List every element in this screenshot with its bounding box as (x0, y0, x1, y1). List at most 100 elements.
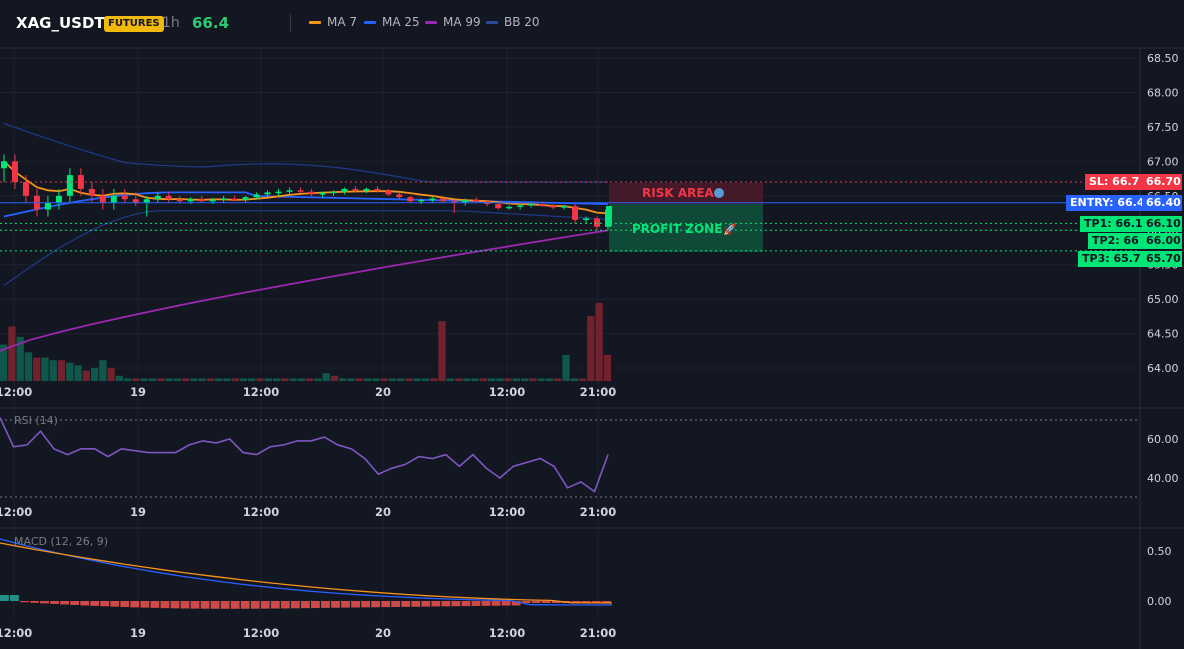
time-tick-label: 21:00 (580, 626, 617, 640)
volume-bar (578, 378, 587, 381)
legend-bb20[interactable]: BB 20 (486, 15, 540, 29)
volume-bar (0, 344, 8, 381)
volume-bar (446, 378, 454, 381)
volume-bar (206, 378, 215, 381)
symbol-name[interactable]: XAG_USDT (16, 14, 105, 32)
macd-histogram-bar (20, 601, 29, 603)
time-tick-label: 12:00 (489, 385, 526, 399)
volume-bar (330, 375, 339, 381)
volume-bar (281, 378, 289, 381)
candle-body (583, 218, 590, 221)
candle-body (385, 190, 392, 195)
candle-body (594, 218, 601, 227)
volume-bar (264, 378, 272, 381)
volume-bar (314, 378, 322, 381)
macd-histogram-bar (431, 601, 441, 607)
volume-bar (24, 352, 33, 381)
tp3-label: TP3: 65.7 (1082, 252, 1141, 265)
ma25-label: MA 25 (382, 15, 420, 29)
candle-body (341, 188, 348, 192)
macd-histogram-bar (220, 601, 230, 609)
macd-histogram-bar (50, 601, 59, 604)
candlesticks (1, 154, 611, 231)
candle-body (187, 199, 194, 202)
tp1-tag[interactable]: TP1: 66.1 (1080, 216, 1147, 232)
volume-bar (363, 378, 372, 381)
macd-histogram-bar (551, 601, 561, 603)
price-tick-label: 68.50 (1147, 52, 1179, 65)
volume-bar (545, 378, 554, 381)
bb20-swatch (486, 20, 498, 24)
macd-histogram-bar (361, 601, 371, 608)
macd-histogram-bar (210, 601, 220, 609)
volume-bar (380, 378, 388, 381)
candle-body (286, 190, 293, 192)
rsi-pane: 60.00 40.00 (0, 417, 1179, 498)
volume-bar (355, 378, 363, 381)
candle-body (1, 161, 7, 169)
candle-body (44, 202, 51, 210)
volume-bar (41, 357, 49, 381)
entry-tag[interactable]: ENTRY: 66.4 (1066, 195, 1149, 211)
price-axis: 68.5068.0067.5067.0066.5066.0065.5065.00… (1147, 52, 1179, 375)
macd-histogram-bar (30, 601, 39, 603)
legend-ma99[interactable]: MA 99 (425, 15, 481, 29)
legend-ma25[interactable]: MA 25 (364, 15, 420, 29)
volume-bar (140, 378, 148, 381)
tp3-price-tag: 65.70 (1142, 251, 1182, 267)
candle-body (363, 188, 370, 191)
candle-body (473, 199, 480, 202)
time-tick-label: 20 (375, 626, 391, 640)
candle-body (396, 194, 403, 198)
tp2-tag[interactable]: TP2: 66 (1088, 233, 1143, 249)
volume-bar (537, 378, 545, 381)
time-tick-label: 12:00 (243, 505, 280, 519)
candle-body (407, 197, 414, 202)
interval-selector[interactable]: 1h (162, 15, 180, 31)
time-tick-label: 19 (130, 626, 146, 640)
candle-body (352, 188, 359, 191)
volume-bar (388, 378, 396, 381)
macd-tick-label: 0.00 (1147, 595, 1172, 608)
price-tick-label: 64.50 (1147, 328, 1179, 341)
rsi-tick-label: 60.00 (1147, 433, 1179, 446)
volume-bar (157, 378, 165, 381)
macd-histogram-bar (571, 601, 581, 603)
macd-histogram-bar (190, 601, 200, 609)
legend-ma7[interactable]: MA 7 (309, 15, 357, 29)
macd-histogram-bar (120, 601, 130, 608)
volume-bars (0, 303, 611, 381)
macd-histogram-bar (160, 601, 170, 609)
candle-body (374, 188, 381, 191)
volume-bar (496, 378, 504, 381)
volume-bar (190, 378, 198, 381)
candle-body (605, 209, 611, 227)
macd-histogram-bar (381, 601, 391, 608)
macd-histogram-bar (401, 601, 411, 607)
macd-histogram-bar (140, 601, 150, 608)
candle-body (297, 190, 304, 192)
volume-bar (272, 378, 281, 381)
macd-histogram-bar (351, 601, 360, 608)
stop-loss-tag[interactable]: SL: 66.7 (1085, 174, 1144, 190)
grid-lines (0, 48, 1140, 620)
time-tick-label: 12:00 (0, 385, 32, 399)
volume-bar (231, 378, 239, 381)
tp3-tag[interactable]: TP3: 65.7 (1078, 251, 1145, 267)
volume-bar (570, 378, 578, 381)
time-tick-label: 19 (130, 505, 146, 519)
macd-histogram-bar (591, 601, 601, 603)
time-axis: 12:00 19 12:00 20 12:00 21:00 12:00 19 12:00 20 12… (0, 385, 616, 640)
profit-zone-box (609, 204, 763, 252)
ma7-label: MA 7 (327, 15, 358, 29)
macd-histogram-bar (300, 601, 310, 609)
macd-histogram-bar (471, 601, 481, 606)
macd-histogram-bar (531, 601, 541, 603)
volume-bar (239, 378, 248, 381)
volume-bar (107, 368, 115, 381)
header-divider (290, 14, 291, 32)
candle-body (319, 193, 326, 195)
candle-body (330, 191, 337, 194)
entry-label: ENTRY: 66.4 (1070, 196, 1145, 209)
